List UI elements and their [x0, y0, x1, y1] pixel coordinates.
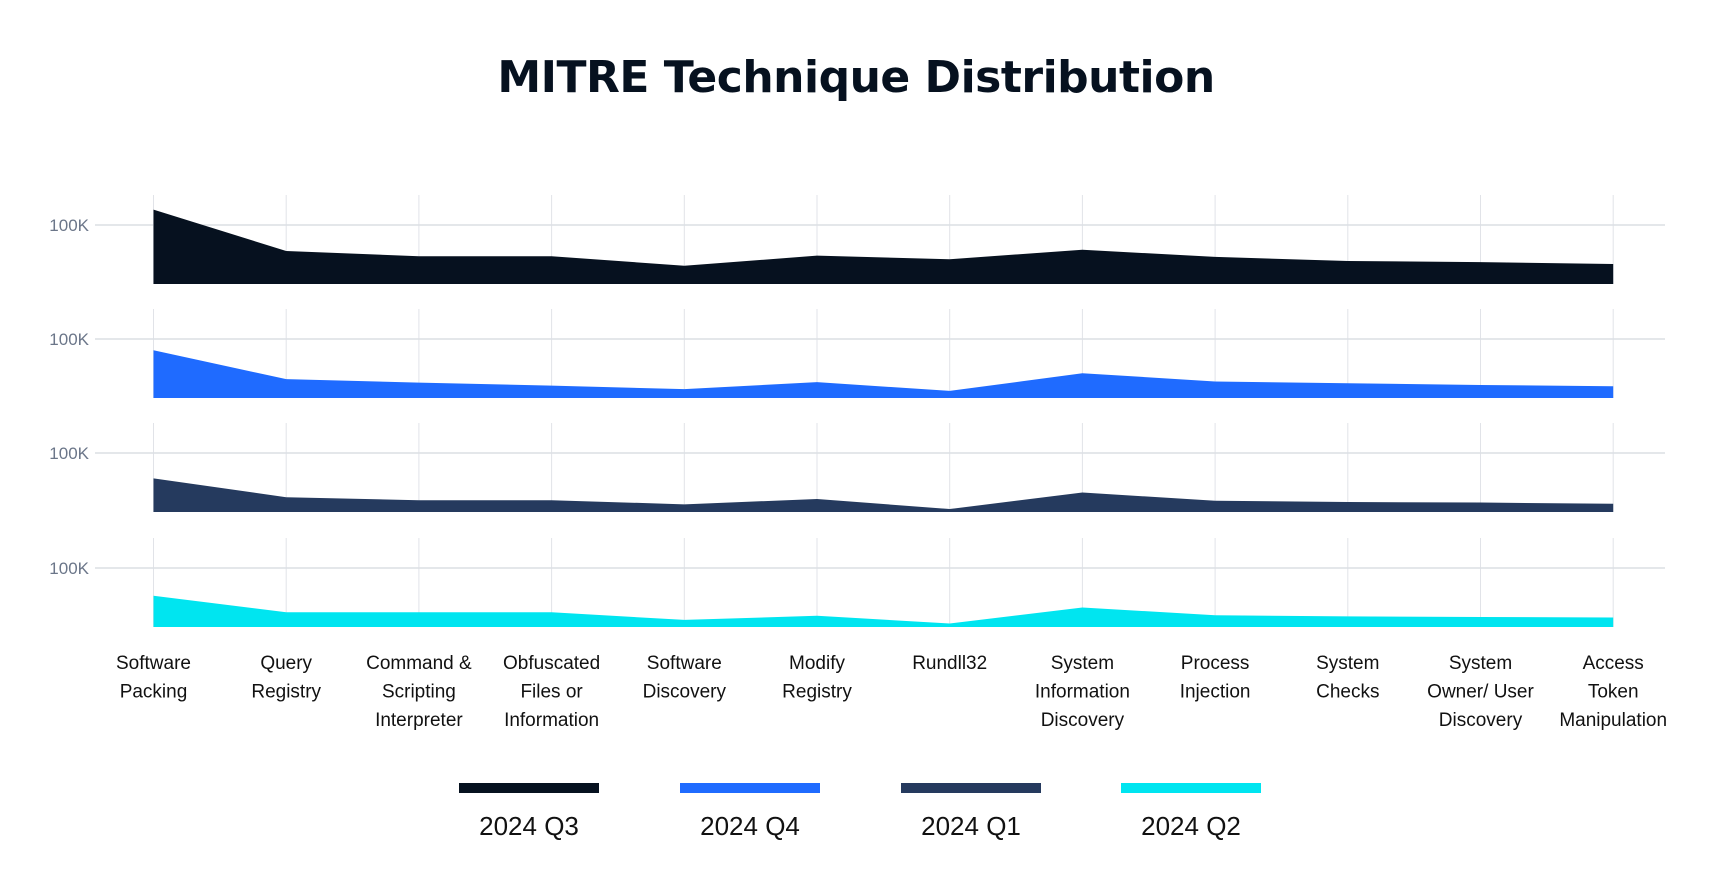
legend-label: 2024 Q3 — [479, 811, 579, 841]
x-tick-label: Query Registry — [251, 653, 321, 703]
y-tick-label: 100K — [49, 330, 89, 349]
y-tick-label: 100K — [49, 216, 89, 235]
x-tick-label: Software Packing — [116, 653, 191, 703]
legend-swatch — [1121, 783, 1261, 793]
x-tick-label: Process Injection — [1180, 653, 1251, 703]
area-series-2024-q2 — [153, 595, 1614, 627]
legend-label: 2024 Q1 — [921, 811, 1021, 841]
x-tick-label: System Owner/ User Discovery — [1427, 653, 1534, 731]
chart-title: MITRE Technique Distribution — [497, 52, 1215, 103]
legend-label: 2024 Q4 — [700, 811, 800, 841]
area-series-2024-q4 — [153, 350, 1614, 398]
x-tick-label: System Information Discovery — [1035, 653, 1130, 731]
x-tick-label: System Checks — [1316, 653, 1379, 703]
y-tick-label: 100K — [49, 559, 89, 578]
area-series-2024-q3 — [153, 209, 1614, 284]
area-series-2024-q1 — [153, 478, 1614, 512]
legend-swatch — [459, 783, 599, 793]
legend-swatch — [901, 783, 1041, 793]
x-tick-label: Software Discovery — [643, 653, 727, 703]
legend-label: 2024 Q2 — [1141, 811, 1241, 841]
x-tick-label: Access Token Manipulation — [1559, 653, 1667, 731]
y-tick-label: 100K — [49, 444, 89, 463]
x-tick-label: Obfuscated Files or Information — [503, 653, 600, 731]
x-tick-label: Modify Registry — [782, 653, 852, 703]
legend-swatch — [680, 783, 820, 793]
x-tick-label: Rundll32 — [912, 653, 987, 674]
x-tick-label: Command & Scripting Interpreter — [366, 653, 472, 731]
